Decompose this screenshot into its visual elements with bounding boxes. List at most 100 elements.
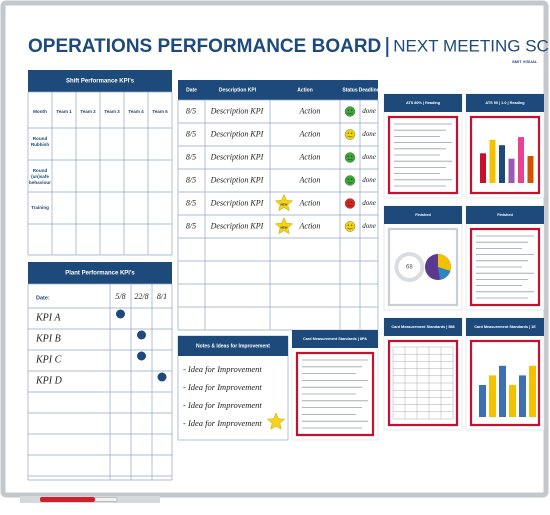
kpi-dot [157, 372, 167, 382]
row-deadline: done [362, 153, 376, 161]
status-face [344, 129, 356, 140]
column-header: Description KPI [219, 87, 257, 93]
face-eye [351, 132, 353, 134]
panel-header [466, 94, 544, 112]
face-eye [351, 178, 353, 180]
date: 8/1 [157, 292, 167, 301]
row-deadline: done [362, 199, 376, 207]
illustration-bar [499, 145, 505, 183]
face-eye [347, 109, 349, 111]
face-eye [351, 224, 353, 226]
panel-header [466, 318, 544, 336]
face-mouth [347, 204, 353, 207]
note-item: - Idea for Improvement [183, 382, 262, 392]
row-action: Action [299, 175, 321, 184]
new-star [274, 216, 294, 235]
kpi-dot [137, 330, 146, 340]
row-description: Description KPI [210, 175, 264, 184]
panel-title: ATS 50 | 1.0 | Reading [485, 101, 525, 105]
column-header: Month [33, 109, 47, 114]
panel-title: Notes & Ideas for Improvement [196, 343, 270, 349]
date: 22/8 [134, 292, 148, 301]
marker-cap [94, 497, 118, 502]
illustration-pie [437, 253, 451, 271]
row-action: Action [299, 221, 321, 230]
row-description: Description KPI [210, 198, 264, 207]
row-action: Action [299, 198, 321, 207]
column-header: Team 3 [104, 109, 120, 114]
table-header [178, 80, 378, 100]
panel-header [384, 206, 462, 224]
row-action: Action [299, 129, 321, 138]
row-deadline: done [362, 107, 376, 115]
kpi-dot [116, 309, 125, 319]
column-header: Deadline [359, 87, 380, 93]
face-mouth [347, 112, 353, 115]
status-face [344, 106, 356, 117]
date: 5/8 [115, 292, 125, 301]
illustration-bar [519, 375, 526, 417]
marker [40, 497, 95, 502]
face-eye [347, 224, 349, 226]
note-item: - Idea for Improvement [183, 400, 262, 410]
status-face [344, 198, 356, 209]
panel-header [384, 318, 462, 336]
panel-title: ATS 80% | Reading [406, 101, 441, 105]
face-mouth [347, 181, 353, 184]
row-header: Round Rubbish [31, 136, 50, 147]
column-header: Team 2 [80, 109, 96, 114]
column-header: Status [342, 87, 358, 93]
face-eye [347, 132, 349, 134]
illustration-bar [489, 375, 496, 417]
new-star [266, 412, 286, 430]
illustration-bar [499, 365, 506, 417]
board-subtitle: NEXT MEETING SCHEDULED: [393, 36, 550, 55]
column-header: Action [297, 87, 313, 93]
row-date: 8/5 [186, 152, 196, 161]
column-header: Team 5 [152, 109, 168, 114]
illustration-bar [480, 153, 486, 183]
face-eye [347, 201, 349, 203]
illustration-bar [529, 365, 536, 417]
panel-header [178, 336, 288, 356]
face-eye [351, 201, 353, 203]
row-date: 8/5 [186, 129, 196, 138]
face-mouth [347, 158, 353, 161]
panel-title: Card Measurement Standards | 1E [474, 325, 536, 329]
row-description: Description KPI [210, 152, 264, 161]
new-label: NEW [281, 202, 288, 206]
face-eye [351, 109, 353, 111]
panel-header [466, 206, 544, 224]
kpi-label: KPI D [35, 375, 63, 386]
kpi-label: KPI B [35, 333, 61, 344]
column-header: Team 4 [128, 109, 144, 114]
row-date: 8/5 [186, 106, 196, 115]
donut-center: 68 [406, 265, 413, 271]
panel-title: Finished [415, 213, 431, 217]
row-description: Description KPI [210, 221, 264, 230]
row-description: Description KPI [210, 129, 264, 138]
column-header: Team 1 [56, 109, 72, 114]
status-face [344, 152, 356, 163]
panel-header [28, 262, 172, 284]
face-eye [351, 155, 353, 157]
row-action: Action [299, 106, 321, 115]
face-eye [347, 178, 349, 180]
kpi-label: KPI A [35, 312, 61, 323]
illustration-bar [479, 385, 486, 417]
illustration-bar [508, 158, 515, 183]
panel-header [28, 70, 172, 92]
illustration-pie [437, 267, 451, 280]
panel-title: Finished [497, 213, 513, 217]
illustration-bar [518, 137, 524, 183]
panel-title: Shift Performance KPI's [66, 79, 135, 85]
row-date: 8/5 [186, 198, 196, 207]
panel-title: Plant Performance KPI's [65, 271, 135, 277]
face-mouth [347, 227, 353, 230]
panel-header [292, 330, 378, 348]
row-date: 8/5 [186, 221, 196, 230]
date-label: Date: [36, 295, 50, 301]
illustration-bar [527, 156, 534, 183]
